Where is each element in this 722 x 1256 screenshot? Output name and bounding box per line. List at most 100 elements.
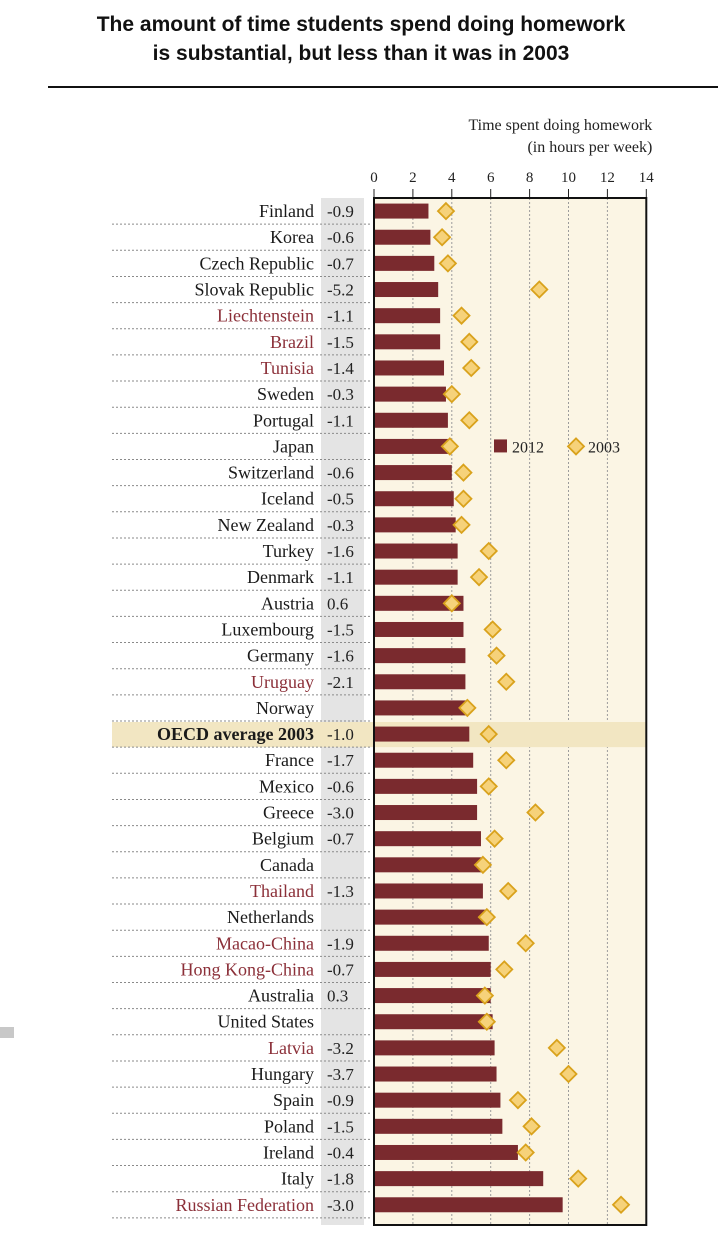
difference-label: -1.8 bbox=[327, 1170, 354, 1189]
bar-2012 bbox=[374, 778, 478, 794]
legend-2012-swatch bbox=[494, 439, 507, 453]
bar-2012 bbox=[374, 1144, 518, 1160]
difference-label: -1.9 bbox=[327, 934, 354, 953]
difference-label: -3.7 bbox=[327, 1065, 354, 1084]
category-label: Switzerland bbox=[228, 463, 314, 483]
x-tick-label: 2 bbox=[409, 170, 417, 186]
title-divider bbox=[48, 86, 718, 88]
marker-2003 bbox=[530, 280, 549, 299]
legend-2012-label: 2012 bbox=[512, 439, 544, 456]
category-label: Austria bbox=[261, 593, 314, 613]
x-tick-label: 6 bbox=[487, 170, 495, 186]
category-label: Turkey bbox=[263, 541, 314, 561]
marker-2003 bbox=[460, 332, 479, 352]
x-tick-label: 12 bbox=[600, 170, 615, 186]
category-label: Tunisia bbox=[261, 358, 314, 378]
difference-label: -1.6 bbox=[327, 647, 354, 666]
category-label: Korea bbox=[270, 227, 314, 247]
difference-label: -1.7 bbox=[327, 751, 354, 770]
bar-2012 bbox=[374, 752, 474, 768]
marker-2003 bbox=[469, 567, 489, 587]
x-axis-label-line-1: Time spent doing homework bbox=[468, 117, 652, 134]
x-tick-label: 10 bbox=[561, 170, 576, 186]
category-label: Australia bbox=[248, 986, 314, 1006]
difference-label: -0.3 bbox=[327, 516, 354, 535]
category-label: Germany bbox=[247, 646, 314, 666]
marker-2003 bbox=[485, 829, 504, 848]
category-label: Finland bbox=[259, 201, 314, 221]
plot-frame bbox=[373, 197, 648, 1226]
category-label: Macao-China bbox=[216, 933, 314, 953]
category-label: Latvia bbox=[268, 1038, 314, 1058]
difference-label: -1.5 bbox=[327, 620, 354, 639]
bar-2012 bbox=[374, 831, 481, 847]
difference-label: -0.7 bbox=[327, 830, 354, 849]
bar-2012 bbox=[374, 621, 464, 637]
bar-2012 bbox=[374, 438, 448, 454]
difference-label: 0.6 bbox=[327, 594, 348, 613]
category-label: France bbox=[265, 750, 314, 770]
difference-label: -1.1 bbox=[327, 307, 354, 326]
marker-2003 bbox=[568, 1169, 588, 1188]
marker-2003 bbox=[496, 750, 516, 770]
category-label: Ireland bbox=[263, 1142, 314, 1162]
bar-2012 bbox=[374, 961, 491, 977]
difference-label: -0.9 bbox=[327, 202, 354, 221]
bar-2012 bbox=[374, 282, 439, 298]
difference-label: -0.9 bbox=[327, 1091, 354, 1110]
x-tick-label: 8 bbox=[526, 170, 534, 186]
marker-2003 bbox=[479, 724, 499, 744]
difference-column-bg bbox=[321, 198, 364, 1225]
difference-label: -3.0 bbox=[327, 1196, 354, 1215]
marker-2003 bbox=[508, 1090, 528, 1110]
marker-2003 bbox=[473, 855, 493, 875]
x-tick-label: 14 bbox=[639, 170, 655, 186]
difference-label: 0.3 bbox=[327, 987, 348, 1006]
difference-label: -3.2 bbox=[327, 1039, 354, 1058]
marker-2003 bbox=[477, 1012, 497, 1031]
bar-2012 bbox=[374, 726, 470, 742]
marker-2003 bbox=[454, 489, 473, 508]
marker-2003 bbox=[526, 803, 545, 822]
category-label: Norway bbox=[256, 698, 314, 718]
x-tick-label: 4 bbox=[448, 170, 456, 186]
difference-label: -0.7 bbox=[327, 960, 354, 979]
legend-2003-label: 2003 bbox=[588, 439, 620, 456]
category-label: Iceland bbox=[261, 489, 314, 509]
category-label: Hungary bbox=[251, 1064, 314, 1084]
category-label: Spain bbox=[273, 1090, 314, 1110]
category-label: Greece bbox=[263, 803, 314, 823]
difference-label: -3.0 bbox=[327, 804, 354, 823]
category-label: Hong Kong-China bbox=[181, 959, 315, 979]
bar-2012 bbox=[374, 386, 446, 402]
bar-2012 bbox=[374, 203, 429, 219]
difference-label: -0.7 bbox=[327, 254, 354, 273]
marker-2003 bbox=[440, 437, 460, 456]
difference-label: -1.3 bbox=[327, 882, 354, 901]
difference-label: -2.1 bbox=[327, 673, 354, 692]
marker-2003 bbox=[516, 934, 535, 953]
bar-2012 bbox=[374, 1197, 563, 1213]
bar-2012 bbox=[374, 360, 445, 376]
side-margin-mark bbox=[0, 1027, 14, 1038]
category-label: Belgium bbox=[252, 829, 314, 849]
category-label: Czech Republic bbox=[200, 253, 314, 273]
bar-2012 bbox=[374, 1040, 495, 1056]
difference-label: -0.5 bbox=[327, 490, 354, 509]
category-label: Brazil bbox=[270, 332, 314, 352]
x-tick-label: 0 bbox=[370, 170, 378, 186]
bar-2012 bbox=[374, 883, 483, 899]
marker-2003 bbox=[458, 698, 477, 718]
marker-2003 bbox=[495, 960, 514, 979]
category-label: Poland bbox=[264, 1116, 314, 1136]
chart-title-line-1: The amount of time students spend doing … bbox=[96, 13, 626, 36]
difference-label: -1.4 bbox=[327, 359, 354, 378]
bar-2012 bbox=[374, 412, 448, 428]
category-label: New Zealand bbox=[218, 515, 314, 535]
marker-2003 bbox=[516, 1143, 535, 1162]
difference-label: -0.3 bbox=[327, 385, 354, 404]
chart-title: The amount of time students spend doing … bbox=[0, 10, 722, 68]
category-label: Netherlands bbox=[227, 907, 314, 927]
marker-2003 bbox=[452, 515, 471, 535]
